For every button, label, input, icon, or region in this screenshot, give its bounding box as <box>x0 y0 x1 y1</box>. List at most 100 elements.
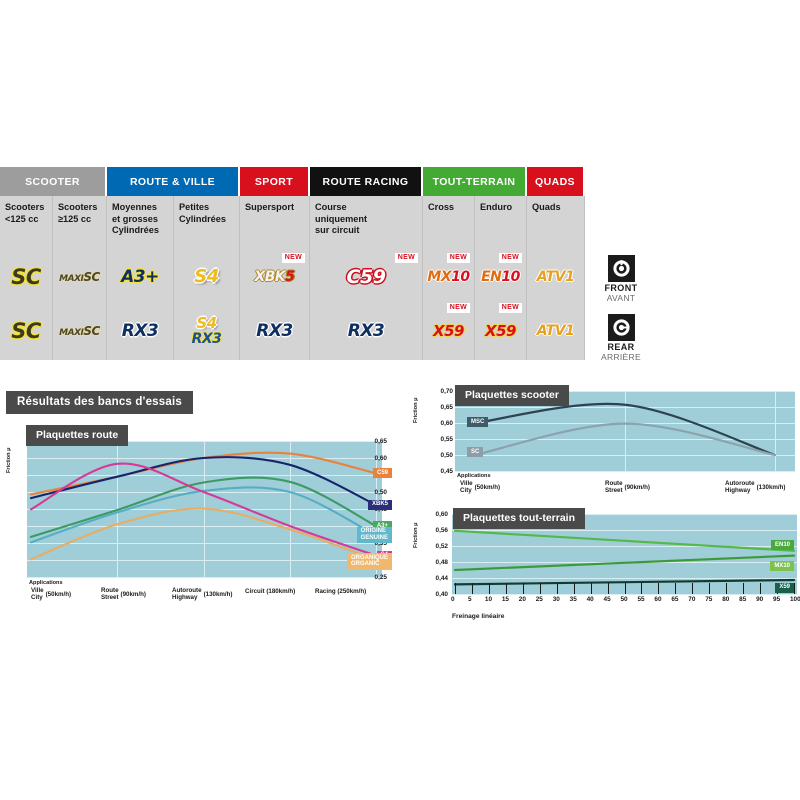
x-axis-tick-mark <box>675 583 677 594</box>
x-axis-tick: 35 <box>569 596 577 603</box>
axis-caption-freinage: Freinage linéaire <box>452 613 505 620</box>
y-axis-tick: 0,65 <box>440 403 453 411</box>
legend-badge-xbk5[interactable]: XBK5 <box>367 499 392 510</box>
subheader-row: Scooters <125 cc Scooters ≥125 cc Moyennes… <box>0 196 657 252</box>
series-line-sc <box>473 422 777 457</box>
x-axis-tick-mark <box>607 583 609 594</box>
legend-badge-a3-[interactable]: A3+ <box>372 521 392 531</box>
y-axis-tick: 0,48 <box>435 558 448 566</box>
legend-badge-x59[interactable]: X59 <box>775 582 794 593</box>
x-axis-tick: 70 <box>688 596 696 603</box>
product-cell-s4-rx3-rear[interactable]: S4 RX3 <box>174 302 240 360</box>
y-axis-tick: 0,52 <box>435 542 448 550</box>
product-cell-sc-front[interactable]: SC <box>0 252 53 302</box>
y-axis-tick: 0,44 <box>435 574 448 582</box>
y-axis-tick: 0,60 <box>435 510 448 518</box>
new-badge: NEW <box>498 303 522 313</box>
y-axis-tick: 0,50 <box>374 488 387 496</box>
subheader-scooters-lt125: Scooters <125 cc <box>0 196 53 252</box>
product-row-rear: SC MAXISC RX3 S4 RX3 RX3 RX3 NEW <box>0 302 657 360</box>
product-logo-x59: X59 <box>433 321 464 340</box>
product-cell-rx3-sport-rear[interactable]: RX3 <box>240 302 310 360</box>
legend-badge-mx10[interactable]: MX10 <box>770 561 794 572</box>
legend-badge-en10[interactable]: EN10 <box>770 540 794 551</box>
y-axis-tick: 0,56 <box>435 526 448 534</box>
x-axis-tick-mark <box>743 583 745 594</box>
product-cell-x59-cross-rear[interactable]: NEW X59 <box>423 302 475 360</box>
y-axis-tick: 0,70 <box>440 387 453 395</box>
product-cell-s4-front[interactable]: S4 <box>174 252 240 302</box>
product-cell-c59-front[interactable]: NEW C59 <box>310 252 423 302</box>
product-logo-sc: SC <box>11 318 41 343</box>
x-axis-tick: 40 <box>586 596 594 603</box>
x-axis-tick: 10 <box>484 596 492 603</box>
category-label: SPORT <box>254 175 294 188</box>
subheader-quads: Quads <box>527 196 585 252</box>
gridline <box>27 526 382 527</box>
y-axis-tick: 0,55 <box>440 435 453 443</box>
product-cell-atv1-front[interactable]: ATV1 <box>527 252 585 302</box>
product-cell-xbk5-front[interactable]: NEW XBK5 <box>240 252 310 302</box>
series-line-mx10 <box>453 554 796 572</box>
series-line-organique-organic <box>29 507 378 562</box>
product-logo-rx3: RX3 <box>191 331 222 347</box>
legend-badge-msc[interactable]: MSC <box>467 417 489 427</box>
product-cell-rx3-racing-rear[interactable]: RX3 <box>310 302 423 360</box>
legend-badge-c59[interactable]: C59 <box>372 468 392 479</box>
position-rear: REAR ARRIÈRE <box>585 314 657 362</box>
category-header-scooter: SCOOTER <box>0 167 107 196</box>
x-axis-tick: 30 <box>552 596 560 603</box>
new-badge: NEW <box>281 253 305 263</box>
product-cell-a3plus-front[interactable]: A3+ <box>107 252 174 302</box>
legend-badge-sc[interactable]: SC <box>467 447 484 458</box>
product-cell-en10-front[interactable]: NEW EN10 <box>475 252 527 302</box>
product-logo-s4: S4 <box>196 314 217 332</box>
x-axis-tick-mark <box>624 583 626 594</box>
series-line-en10 <box>453 529 796 552</box>
x-axis-tick-mark <box>658 583 660 594</box>
axis-label-friction: Friction μ <box>413 397 419 424</box>
gridline <box>27 543 382 544</box>
category-label: TOUT-TERRAIN <box>432 175 516 188</box>
legend-badge-origine-genuine[interactable]: ORIGINE GENUINE <box>356 526 392 544</box>
gridline <box>452 578 797 579</box>
product-logo-rx3: RX3 <box>121 320 159 341</box>
x-axis-label: Racing (250km/h) <box>315 588 367 595</box>
product-cell-atv1-rear[interactable]: ATV1 <box>527 302 585 360</box>
y-axis-tick: 0,65 <box>374 437 387 445</box>
series-line-s4 <box>29 462 378 557</box>
x-axis-tick: 45 <box>603 596 611 603</box>
category-header-tout-terrain: TOUT-TERRAIN <box>423 167 527 196</box>
new-badge: NEW <box>394 253 418 263</box>
subheader-spacer <box>585 196 657 252</box>
subheader-moyennes-grosses: Moyennes et grosses Cylindrées <box>107 196 174 252</box>
gridline <box>27 560 382 561</box>
product-cell-x59-enduro-rear[interactable]: NEW X59 <box>475 302 527 360</box>
new-badge: NEW <box>498 253 522 263</box>
x-axis-tick: 60 <box>654 596 662 603</box>
product-logo-stack: S4 RX3 <box>191 314 222 347</box>
position-title-rear: REAR <box>607 342 635 352</box>
legend-badge-organique-organic[interactable]: ORGANIQUE ORGANIC <box>346 553 392 570</box>
product-cell-rx3-rear[interactable]: RX3 <box>107 302 174 360</box>
vertical-gridline <box>775 391 776 471</box>
gridline <box>452 514 797 515</box>
results-banner: Résultats des bancs d'essais <box>6 391 193 414</box>
position-sub-arriere: ARRIÈRE <box>601 352 641 362</box>
product-logo-atv1: ATV1 <box>536 269 575 285</box>
product-cell-maxisc-front[interactable]: MAXISC <box>53 252 107 302</box>
chart-title-tout-terrain: Plaquettes tout-terrain <box>453 508 586 529</box>
product-cell-maxisc-rear[interactable]: MAXISC <box>53 302 107 360</box>
x-axis-tick: 15 <box>501 596 509 603</box>
category-header-route-ville: ROUTE & VILLE <box>107 167 240 196</box>
application-table: SCOOTER ROUTE & VILLE SPORT ROUTE RACING… <box>0 167 657 360</box>
product-cell-sc-rear[interactable]: SC <box>0 302 53 360</box>
y-axis-tick: 0,40 <box>435 590 448 598</box>
position-title-front: FRONT <box>604 283 638 293</box>
x-axis-tick: 65 <box>671 596 679 603</box>
product-cell-mx10-front[interactable]: NEW MX10 <box>423 252 475 302</box>
x-axis-tick-mark <box>709 583 711 594</box>
category-header-spacer <box>585 167 657 196</box>
x-axis-tick-mark <box>641 583 643 594</box>
x-axis-label: Autoroute Highway (130km/h) <box>725 480 786 494</box>
